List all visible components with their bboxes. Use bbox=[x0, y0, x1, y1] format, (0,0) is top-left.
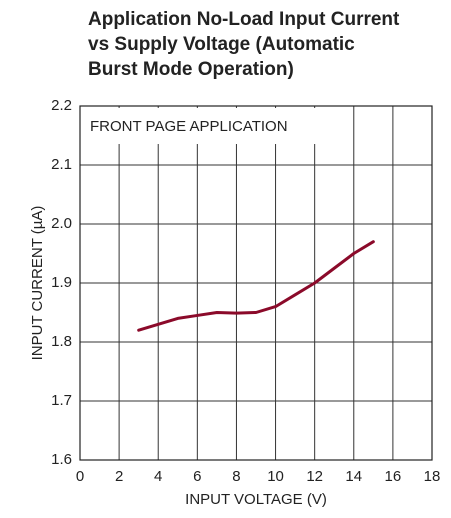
grid bbox=[79, 105, 433, 461]
x-tick-label: 2 bbox=[115, 468, 123, 485]
chart-title-line: vs Supply Voltage (Automatic bbox=[88, 34, 355, 55]
x-tick-label: 16 bbox=[385, 468, 402, 485]
y-axis-label: INPUT CURRENT (µA) bbox=[29, 206, 46, 361]
x-tick-label: 8 bbox=[232, 468, 240, 485]
y-tick-label: 2.2 bbox=[51, 97, 72, 114]
y-tick-label: 2.1 bbox=[51, 156, 72, 173]
x-tick-label: 0 bbox=[76, 468, 84, 485]
x-axis-label: INPUT VOLTAGE (V) bbox=[185, 491, 327, 508]
x-tick-label: 12 bbox=[306, 468, 323, 485]
y-tick-label: 1.6 bbox=[51, 451, 72, 468]
y-tick-label: 1.7 bbox=[51, 392, 72, 409]
chart-title-line: Burst Mode Operation) bbox=[88, 59, 294, 80]
chart-title-line: Application No-Load Input Current bbox=[88, 9, 400, 30]
x-tick-label: 10 bbox=[267, 468, 284, 485]
x-tick-label: 14 bbox=[345, 468, 362, 485]
y-tick-label: 1.8 bbox=[51, 333, 72, 350]
y-tick-label: 2.0 bbox=[51, 215, 72, 232]
x-tick-label: 6 bbox=[193, 468, 201, 485]
plot-frame bbox=[79, 105, 433, 461]
annotation-background bbox=[82, 108, 322, 144]
x-tick-label: 4 bbox=[154, 468, 162, 485]
data-line bbox=[137, 240, 375, 332]
y-tick-label: 1.9 bbox=[51, 274, 72, 291]
x-tick-label: 18 bbox=[424, 468, 441, 485]
annotation: FRONT PAGE APPLICATION bbox=[90, 118, 288, 135]
